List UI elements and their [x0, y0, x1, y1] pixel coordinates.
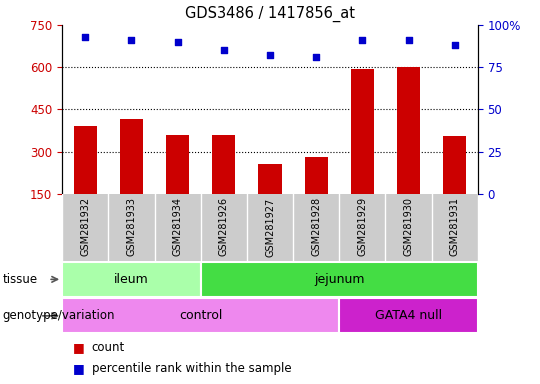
Bar [212, 135, 235, 194]
Text: GSM281929: GSM281929 [357, 197, 367, 257]
Bar [73, 126, 97, 194]
Text: ileum: ileum [114, 273, 149, 286]
Bar [166, 135, 189, 194]
Text: ■: ■ [73, 341, 89, 354]
Text: GSM281933: GSM281933 [126, 197, 137, 256]
Text: genotype/variation: genotype/variation [3, 310, 115, 322]
Bar [120, 119, 143, 194]
Text: ■: ■ [73, 362, 89, 375]
Bar [305, 157, 328, 194]
Bar [339, 298, 478, 333]
Text: count: count [92, 341, 125, 354]
Text: tissue: tissue [3, 273, 38, 286]
Bar [62, 298, 339, 333]
Text: GSM281927: GSM281927 [265, 197, 275, 257]
Bar [201, 262, 478, 297]
Point [404, 37, 413, 43]
Bar [259, 164, 281, 194]
Text: jejunum: jejunum [314, 273, 364, 286]
Point [81, 34, 90, 40]
Point [127, 37, 136, 43]
Text: GSM281928: GSM281928 [311, 197, 321, 257]
Text: GSM281934: GSM281934 [173, 197, 183, 256]
Point [312, 54, 321, 60]
Point [173, 39, 182, 45]
Text: GSM281930: GSM281930 [403, 197, 414, 256]
Title: GDS3486 / 1417856_at: GDS3486 / 1417856_at [185, 6, 355, 22]
Text: GATA4 null: GATA4 null [375, 310, 442, 322]
Text: percentile rank within the sample: percentile rank within the sample [92, 362, 292, 375]
Bar [351, 69, 374, 194]
Point [266, 52, 274, 58]
Bar [397, 67, 420, 194]
Text: control: control [179, 310, 222, 322]
Text: GSM281932: GSM281932 [80, 197, 90, 257]
Text: GSM281931: GSM281931 [450, 197, 460, 256]
Point [358, 37, 367, 43]
Bar [62, 262, 201, 297]
Point [219, 47, 228, 53]
Bar [443, 136, 467, 194]
Point [450, 42, 459, 48]
Text: GSM281926: GSM281926 [219, 197, 229, 257]
